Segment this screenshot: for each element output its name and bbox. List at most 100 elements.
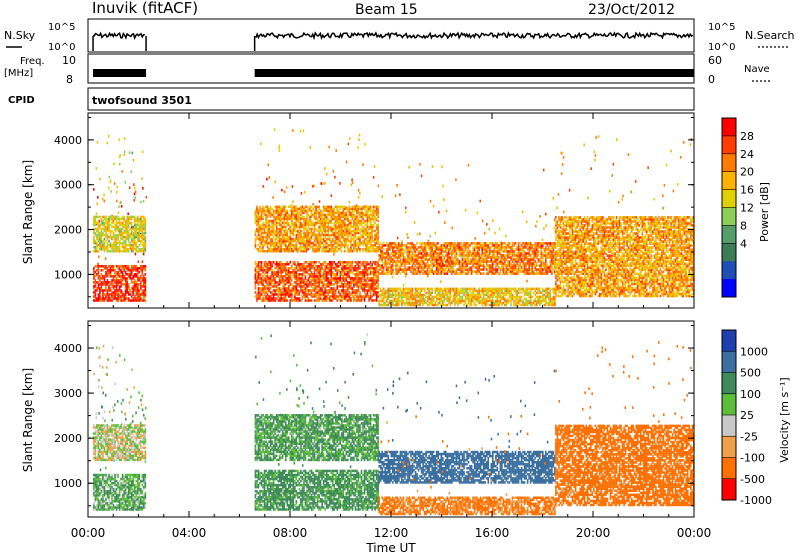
heatmap-cell xyxy=(440,256,443,259)
heatmap-cell xyxy=(347,231,349,235)
heatmap-cell xyxy=(277,209,279,213)
heatmap-cell xyxy=(103,243,106,247)
heatmap-cell xyxy=(99,287,101,290)
heatmap-cell xyxy=(283,293,286,296)
heatmap-cell xyxy=(334,217,337,221)
heatmap-cell xyxy=(266,273,269,276)
heatmap-cell xyxy=(362,289,364,292)
heatmap-cell xyxy=(275,217,278,221)
heatmap-cell xyxy=(337,209,340,213)
heatmap-cell xyxy=(457,262,459,265)
heatmap-cell xyxy=(259,277,261,280)
heatmap-cell xyxy=(132,277,135,280)
heatmap-cell xyxy=(313,269,316,272)
heatmap-cell xyxy=(493,272,496,275)
heatmap-cell xyxy=(300,221,302,225)
heatmap-cell xyxy=(368,207,370,211)
heatmap-cell xyxy=(277,217,279,221)
heatmap-cell xyxy=(93,281,95,284)
heatmap-cell xyxy=(319,264,322,268)
heatmap-cell xyxy=(481,272,483,275)
heatmap-cell xyxy=(414,244,417,247)
heatmap-cell xyxy=(117,241,119,245)
heatmap-cell xyxy=(268,233,270,237)
heatmap-cell xyxy=(269,215,272,219)
heatmap-cell xyxy=(111,249,113,253)
heatmap-cell xyxy=(295,241,298,245)
heatmap-cell xyxy=(259,241,261,245)
heatmap-cell xyxy=(413,250,415,253)
heatmap-cell xyxy=(353,243,355,247)
heatmap-cell xyxy=(114,293,116,296)
heatmap-cell xyxy=(449,252,452,255)
heatmap-cell xyxy=(452,268,455,271)
heatmap-cell xyxy=(356,266,358,270)
heatmap-cell xyxy=(507,268,509,271)
heatmap-cell xyxy=(315,264,317,268)
heatmap-cell xyxy=(309,227,311,231)
heatmap-cell xyxy=(318,219,320,223)
heatmap-cell xyxy=(316,293,319,296)
heatmap-cell xyxy=(407,260,409,263)
heatmap-cell xyxy=(136,293,139,296)
heatmap-cell xyxy=(318,233,320,237)
heatmap-cell xyxy=(133,192,136,196)
heatmap-cell xyxy=(362,269,364,272)
heatmap-cell xyxy=(268,277,270,280)
heatmap-cell xyxy=(337,297,340,300)
heatmap-cell xyxy=(287,277,290,280)
heatmap-cell xyxy=(266,281,269,284)
heatmap-cell xyxy=(138,297,141,300)
heatmap-cell xyxy=(313,225,316,229)
heatmap-cell xyxy=(299,129,302,133)
heatmap-cell xyxy=(97,287,100,290)
heatmap-cell xyxy=(348,295,351,298)
heatmap-cell xyxy=(266,299,269,302)
heatmap-cell xyxy=(143,241,145,245)
heatmap-cell xyxy=(372,239,375,243)
heatmap-cell xyxy=(271,231,273,235)
heatmap-cell xyxy=(130,291,133,294)
heatmap-cell xyxy=(114,247,116,251)
heatmap-cell xyxy=(348,275,351,278)
heatmap-cell xyxy=(112,285,115,288)
heatmap-cell xyxy=(377,215,379,219)
heatmap-cell xyxy=(333,297,336,300)
heatmap-cell xyxy=(405,272,408,275)
heatmap-cell xyxy=(423,262,426,265)
heatmap-cell xyxy=(348,205,351,209)
heatmap-cell xyxy=(437,254,440,257)
heatmap-cell xyxy=(422,254,424,257)
heatmap-cell xyxy=(363,275,366,278)
heatmap-cell xyxy=(428,246,430,249)
heatmap-cell xyxy=(344,293,346,296)
heatmap-cell xyxy=(333,215,336,219)
heatmap-cell xyxy=(278,217,281,221)
heatmap-cell xyxy=(448,254,450,257)
heatmap-cell xyxy=(117,281,119,284)
heatmap-cell xyxy=(413,244,415,247)
heatmap-cell xyxy=(313,287,316,290)
heatmap-cell xyxy=(366,225,369,229)
heatmap-cell xyxy=(102,269,104,272)
heatmap-cell xyxy=(126,279,128,282)
heatmap-cell xyxy=(339,245,342,249)
heatmap-cell xyxy=(319,269,322,272)
heatmap-cell xyxy=(140,275,142,278)
heatmap-cell xyxy=(113,162,115,166)
heatmap-cell xyxy=(324,215,326,219)
heatmap-cell xyxy=(263,209,266,213)
heatmap-cell xyxy=(328,273,331,276)
heatmap-cell xyxy=(327,207,329,211)
heatmap-cell xyxy=(106,289,109,292)
heatmap-cell xyxy=(368,227,370,231)
heatmap-cell xyxy=(395,254,397,257)
heatmap-cell xyxy=(451,260,453,263)
heatmap-cell xyxy=(295,237,298,241)
heatmap-cell xyxy=(362,264,364,268)
heatmap-cell xyxy=(98,219,101,223)
heatmap-cell xyxy=(482,272,485,275)
heatmap-cell xyxy=(133,247,136,251)
heatmap-cell xyxy=(97,266,100,270)
heatmap-cell xyxy=(302,129,305,133)
